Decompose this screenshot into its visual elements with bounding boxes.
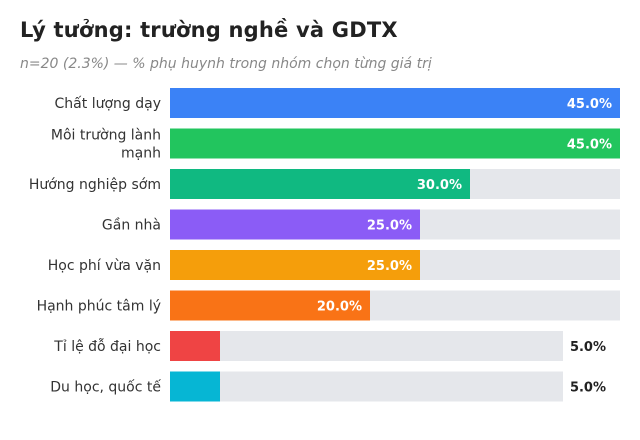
- bar-track: [170, 371, 563, 402]
- value-label: 20.0%: [317, 300, 362, 315]
- bar-track: [170, 331, 563, 361]
- category-label: Du học, quốc tế: [50, 379, 161, 396]
- bar: [170, 371, 220, 402]
- value-label: 30.0%: [417, 178, 462, 193]
- bar: [170, 169, 470, 199]
- category-label: Học phí vừa vặn: [48, 258, 161, 274]
- bar: [170, 88, 620, 118]
- bar: [170, 331, 220, 361]
- value-label: 5.0%: [570, 340, 606, 355]
- category-label: Chất lượng dạy: [55, 96, 161, 112]
- bar: [170, 250, 420, 280]
- category-label: Môi trường lành mạnh: [51, 128, 161, 162]
- value-label: 45.0%: [567, 97, 612, 112]
- bar: [170, 209, 420, 240]
- category-label: Hạnh phúc tâm lý: [37, 299, 161, 315]
- value-label: 25.0%: [367, 259, 412, 274]
- category-label: Gần nhà: [102, 218, 161, 234]
- category-label: Hướng nghiệp sớm: [29, 177, 161, 193]
- value-label: 25.0%: [367, 219, 412, 234]
- bar: [170, 128, 620, 159]
- value-label: 5.0%: [570, 381, 606, 396]
- category-label: Tỉ lệ đỗ đại học: [53, 338, 161, 355]
- chart-subtitle: n=20 (2.3%) — % phụ huynh trong nhóm chọ…: [20, 56, 432, 72]
- value-label: 45.0%: [567, 138, 612, 153]
- bar: [170, 290, 370, 321]
- chart-title: Lý tưởng: trường nghề và GDTX: [20, 18, 398, 42]
